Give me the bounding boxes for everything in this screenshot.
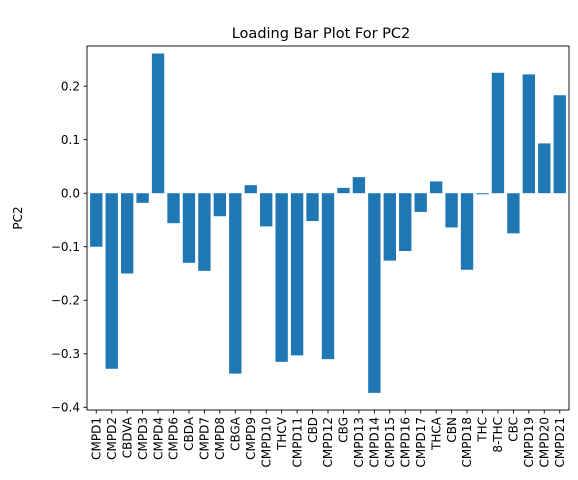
bar-cmpd7 — [198, 193, 211, 271]
bar-cmpd4 — [151, 53, 165, 194]
bar-cbg — [337, 187, 350, 194]
y-ticks-group: −0.4 −0.3 −0.2 −0.1 0.0 0.1 0.2 — [51, 79, 87, 415]
x-tick-label: CMPD6 — [167, 417, 181, 460]
y-tick-label: 0.2 — [61, 79, 80, 93]
bar-8-thc — [491, 72, 505, 194]
bar-cbda — [182, 193, 196, 263]
x-tick-label: CMPD7 — [198, 417, 212, 460]
bar-cmpd12 — [321, 193, 335, 360]
bar-cmpd1 — [90, 193, 103, 247]
x-tick-label: CMPD13 — [352, 417, 366, 467]
bar-cmpd21 — [553, 95, 566, 194]
x-tick-label: CBDVA — [120, 416, 134, 458]
x-tick-label: THCA — [429, 416, 443, 451]
x-tick-label: CMPD1 — [89, 417, 103, 460]
x-tick-label: CMPD2 — [105, 417, 119, 460]
x-tick-label: CMPD21 — [553, 417, 567, 467]
x-tick-label: CBGA — [229, 416, 243, 451]
bar-cbga — [229, 193, 242, 374]
bar-cmpd17 — [414, 193, 427, 212]
y-tick-label: −0.4 — [51, 401, 80, 415]
chart-title: Loading Bar Plot For PC2 — [232, 26, 411, 42]
x-tick-label: CMPD16 — [398, 417, 412, 467]
x-tick-label: CBG — [337, 417, 351, 443]
x-tick-label: CBN — [445, 417, 459, 443]
x-tick-label: THC — [476, 417, 490, 443]
y-tick-label: 0.1 — [61, 133, 80, 147]
x-tick-label: CBC — [507, 417, 521, 442]
bar-cmpd2 — [105, 193, 118, 369]
x-tick-label: CMPD11 — [290, 417, 304, 467]
x-tick-label: 8-THC — [491, 417, 505, 453]
bar-cmpd6 — [167, 193, 180, 224]
x-tick-label: CMPD14 — [368, 417, 382, 467]
x-tick-label: CMPD17 — [414, 417, 428, 467]
x-tick-label: CMPD15 — [383, 417, 397, 467]
bar-thc — [476, 193, 489, 195]
y-tick-label: −0.1 — [51, 240, 80, 254]
bar-cbdva — [120, 193, 134, 274]
bar-cmpd15 — [383, 193, 396, 261]
plot-frame — [86, 45, 570, 411]
bar-cmpd19 — [522, 74, 536, 194]
y-axis-label: PC2 — [11, 206, 25, 229]
bar-cbc — [507, 193, 520, 234]
bar-cmpd13 — [352, 177, 366, 194]
y-tick-label: −0.2 — [51, 294, 80, 308]
x-tick-label: CBDA — [182, 416, 196, 451]
bar-thca — [429, 181, 443, 194]
x-tick-label: CMPD10 — [259, 417, 273, 467]
x-tick-label: CMPD3 — [136, 417, 150, 460]
x-tick-label: CMPD19 — [522, 417, 536, 467]
bar-cmpd18 — [460, 193, 474, 270]
bars-group — [90, 53, 566, 393]
x-tick-label: CMPD18 — [460, 417, 474, 467]
x-tick-label: CMPD8 — [213, 417, 227, 460]
bar-cmpd16 — [399, 193, 412, 252]
bar-cmpd3 — [136, 193, 149, 203]
x-tick-label: CMPD12 — [321, 417, 335, 467]
x-tick-label: CMPD20 — [537, 417, 551, 467]
bar-thcv — [275, 193, 288, 362]
bar-cbd — [306, 193, 319, 222]
x-tick-label: THCV — [275, 416, 289, 451]
x-tick-label: CMPD9 — [244, 417, 258, 460]
bar-cmpd14 — [368, 193, 381, 393]
bar-cbn — [445, 193, 458, 228]
y-tick-label: −0.3 — [51, 347, 80, 361]
x-tick-label: CBD — [306, 417, 320, 443]
bar-cmpd8 — [213, 193, 227, 217]
y-tick-label: 0.0 — [61, 187, 80, 201]
bar-cmpd11 — [290, 193, 304, 356]
x-tick-label: CMPD4 — [151, 417, 165, 460]
bar-cmpd9 — [244, 185, 257, 194]
bar-cmpd10 — [260, 193, 273, 227]
x-ticks-group: CMPD1 CMPD2 CBDVA CMPD3 CMPD4 CMPD6 CBDA CMPD7 C… — [89, 410, 567, 467]
bar-cmpd20 — [538, 143, 551, 194]
